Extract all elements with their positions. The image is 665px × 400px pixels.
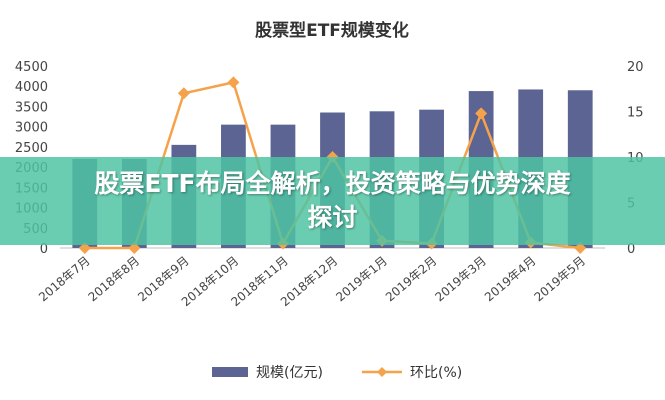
legend: 规模(亿元) 环比(%): [212, 365, 462, 381]
x-axis-tick-label: 2019年1月: [333, 254, 390, 305]
x-axis-tick-label: 2019年4月: [482, 254, 539, 305]
legend-label-line: 环比(%): [410, 365, 462, 381]
left-axis-tick-label: 3500: [15, 100, 48, 115]
left-axis-tick-label: 3000: [15, 121, 48, 136]
left-axis-tick-label: 2500: [15, 141, 48, 156]
headline-line-1: 股票ETF布局全解析，投资策略与优势深度: [94, 169, 571, 198]
legend-label-bar: 规模(亿元): [256, 365, 323, 381]
left-axis-tick-label: 4000: [15, 80, 48, 95]
headline-banner: 股票ETF布局全解析，投资策略与优势深度 探讨: [0, 157, 665, 245]
chart-title: 股票型ETF规模变化: [255, 20, 409, 41]
line-point: [78, 242, 91, 254]
line-point: [177, 87, 190, 100]
line-point: [128, 242, 141, 254]
x-axis-tick-label: 2019年2月: [383, 254, 440, 305]
right-axis-tick-label: 15: [627, 106, 644, 121]
line-point: [475, 107, 488, 120]
line-point: [227, 76, 240, 89]
line-point: [574, 242, 587, 254]
x-axis-tick-label: 2019年3月: [432, 254, 489, 305]
x-axis-tick-label: 2018年8月: [86, 254, 143, 305]
right-axis-tick-label: 0: [627, 242, 635, 257]
headline-line-2: 探讨: [307, 203, 358, 232]
x-axis-tick-label: 2018年7月: [36, 254, 93, 305]
legend-swatch-marker: [377, 367, 387, 377]
x-axis-tick-label: 2019年5月: [532, 254, 589, 305]
legend-swatch-bar: [212, 367, 248, 377]
right-axis-tick-label: 20: [627, 60, 644, 75]
left-axis-tick-label: 4500: [15, 60, 48, 75]
left-axis-tick-label: 0: [40, 242, 48, 257]
